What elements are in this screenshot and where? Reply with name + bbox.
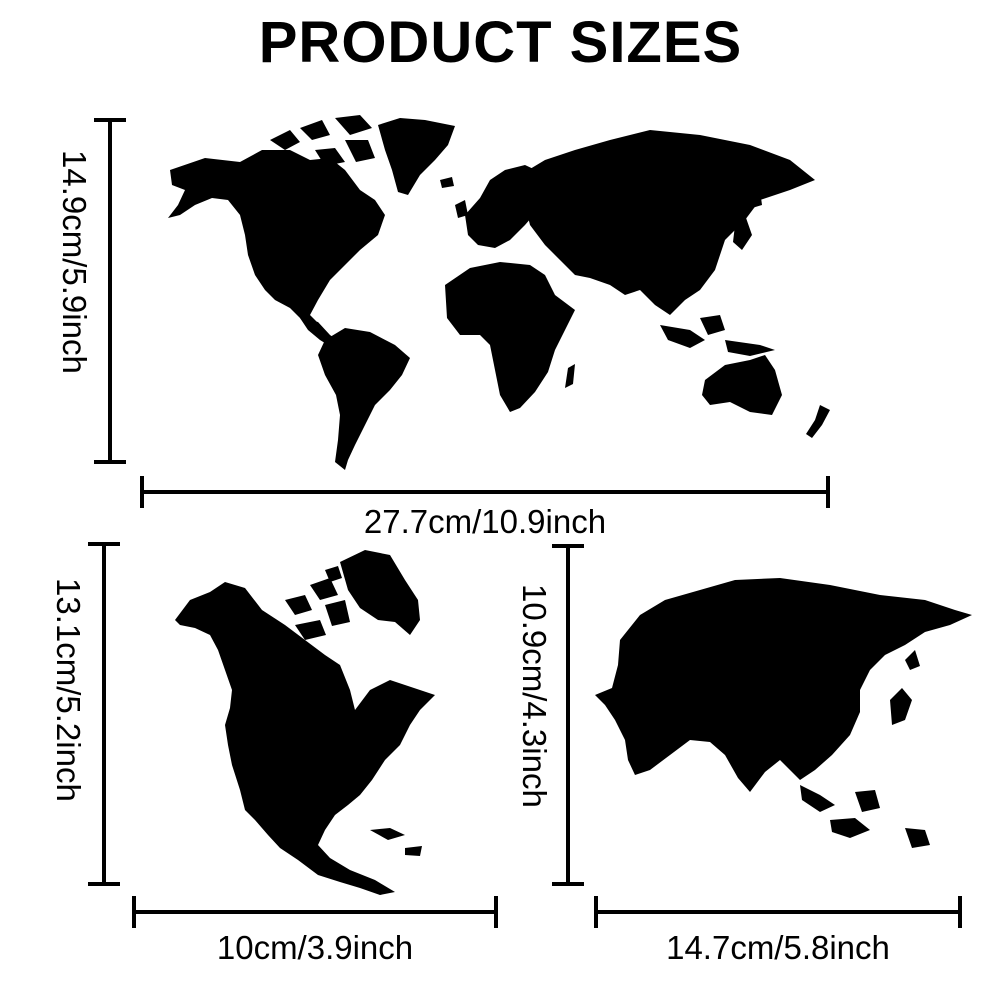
north-america-width-label: 10cm/3.9inch	[216, 929, 414, 966]
world-width-label: 27.7cm/10.9inch	[363, 503, 607, 540]
page-title: PRODUCT SIZES	[258, 10, 743, 75]
na-mainland	[175, 582, 435, 895]
world-madagascar	[565, 364, 575, 388]
world-africa	[445, 262, 575, 412]
world-se-asia-islands	[660, 315, 775, 356]
world-asia	[520, 130, 815, 315]
world-south-america	[318, 328, 410, 470]
north-america-height-label: 13.1cm/5.2inch	[50, 578, 87, 802]
world-british-isles	[440, 177, 468, 218]
world-height-label: 14.9cm/5.9inch	[56, 150, 93, 374]
na-caribbean	[370, 828, 422, 856]
world-australia	[702, 355, 782, 415]
asia-height-label: 10.9cm/4.3inch	[516, 584, 553, 808]
dimension-rules	[88, 118, 962, 928]
world-arctic-islands	[270, 115, 375, 166]
asia-mainland	[595, 578, 972, 792]
asia-japan	[890, 650, 920, 725]
world-greenland	[378, 118, 455, 195]
world-north-america	[168, 150, 385, 330]
asia-islands	[800, 785, 930, 848]
asia-width-label: 14.7cm/5.8inch	[666, 929, 890, 966]
na-arctic-islands	[285, 566, 350, 640]
world-japan	[733, 190, 762, 250]
world-new-zealand	[806, 405, 830, 438]
north-america-silhouette	[175, 550, 435, 895]
na-greenland	[340, 550, 420, 635]
asia-silhouette	[595, 578, 972, 848]
world-map-silhouette	[168, 115, 830, 470]
